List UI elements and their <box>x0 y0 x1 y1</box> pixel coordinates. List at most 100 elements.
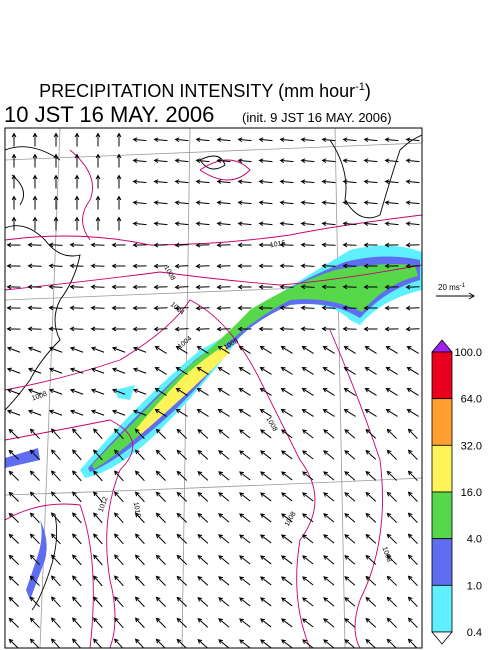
wind-arrow <box>93 638 103 648</box>
wind-arrow <box>8 428 20 439</box>
colorbar-over <box>431 339 453 353</box>
wind-arrow <box>71 512 82 524</box>
wind-arrow <box>239 597 251 607</box>
wind-arrow <box>384 200 399 206</box>
wind-arrow <box>386 638 397 648</box>
wind-arrow <box>323 576 335 586</box>
wind-arrow <box>50 554 61 566</box>
wind-arrow <box>258 263 273 269</box>
wind-arrow <box>322 346 335 354</box>
wind-arrow <box>111 346 126 353</box>
wind-arrow <box>386 554 397 565</box>
wind-arrow <box>321 305 336 311</box>
wind-arrow <box>407 596 418 608</box>
wind-arrow <box>196 409 209 417</box>
wind-arrow <box>384 284 399 290</box>
wind-arrow <box>116 195 122 210</box>
wind-arrow <box>27 326 42 332</box>
wind-arrow <box>134 449 145 461</box>
wind-arrow <box>155 617 166 628</box>
init-time: (init. 9 JST 16 MAY. 2006) <box>242 110 392 125</box>
wind-arrow <box>132 158 147 164</box>
wind-arrow <box>258 158 273 164</box>
wind-arrow <box>343 346 356 354</box>
wind-arrow <box>385 367 398 375</box>
wind-arrow <box>71 449 82 461</box>
wind-arrow <box>239 471 251 481</box>
wind-arrow <box>363 179 378 185</box>
wind-arrow <box>279 200 294 206</box>
wind-arrow <box>344 513 356 523</box>
wind-arrow <box>53 195 59 210</box>
precipitation <box>5 245 422 600</box>
wind-arrow <box>111 263 126 269</box>
wind-arrow <box>384 242 399 248</box>
wind-arrow <box>111 284 126 290</box>
wind-arrow <box>155 428 166 439</box>
wind-arrow <box>8 596 20 607</box>
wind-arrow <box>74 216 80 231</box>
wind-arrow <box>176 470 188 481</box>
wind-arrow <box>301 346 314 354</box>
wind-arrow <box>113 575 124 587</box>
wind-arrow <box>386 596 397 607</box>
wind-arrow <box>93 575 103 587</box>
wind-arrow <box>237 200 252 206</box>
wind-arrow <box>27 305 42 311</box>
wind-arrow <box>48 242 63 248</box>
wind-arrow <box>300 179 315 185</box>
wind-arrow <box>134 470 145 482</box>
wind-arrow <box>6 388 21 395</box>
wind-arrow <box>280 367 293 375</box>
wind-arrow <box>237 137 252 143</box>
wind-arrow <box>111 367 126 374</box>
wind-arrow <box>302 450 314 460</box>
wind-arrow <box>365 575 377 586</box>
wind-arrow <box>93 554 103 566</box>
wind-arrow <box>155 512 166 523</box>
wind-arrow <box>155 491 166 502</box>
wind-arrow <box>134 554 145 566</box>
wind-arrow <box>386 491 397 502</box>
wind-arrow <box>93 533 103 545</box>
wind-arrow <box>69 305 84 311</box>
wind-arrow <box>69 263 84 269</box>
wind-arrow <box>364 346 377 354</box>
wind-arrow <box>260 492 272 502</box>
wind-arrow <box>176 428 188 439</box>
wind-arrow <box>29 575 40 587</box>
wind-arrow <box>344 555 356 565</box>
wind-arrow <box>260 555 272 565</box>
wind-arrow <box>302 534 314 544</box>
wind-arrow <box>27 263 42 269</box>
wind-arrow <box>386 428 397 439</box>
wind-arrow <box>280 576 293 586</box>
colorbar-label: 32.0 <box>461 440 482 452</box>
wind-arrow <box>364 388 377 396</box>
wind-arrow <box>116 153 122 168</box>
wind-arrow <box>48 367 63 374</box>
wind-arrow <box>95 153 101 168</box>
wind-arrow <box>218 639 230 648</box>
wind-arrow <box>74 132 80 147</box>
wind-arrow <box>216 284 231 290</box>
wind-arrow <box>364 367 377 375</box>
wind-arrow <box>134 491 145 503</box>
colorbar-segment <box>431 398 453 446</box>
wind-arrow <box>258 305 273 311</box>
title: PRECIPITATION INTENSITY (mm hour-1) <box>39 81 371 101</box>
wind-arrow <box>132 388 147 395</box>
wind-arrow <box>113 491 124 503</box>
vector-scale-label: 20 ms-1 <box>438 283 466 292</box>
wind-arrow <box>116 174 122 189</box>
wind-arrow <box>95 195 101 210</box>
wind-arrow <box>342 200 357 206</box>
wind-arrow <box>95 174 101 189</box>
wind-arrow <box>218 597 230 607</box>
wind-arrow <box>8 617 20 628</box>
wind-arrow <box>29 617 40 629</box>
wind-arrow <box>196 346 209 354</box>
wind-arrow <box>48 409 63 416</box>
